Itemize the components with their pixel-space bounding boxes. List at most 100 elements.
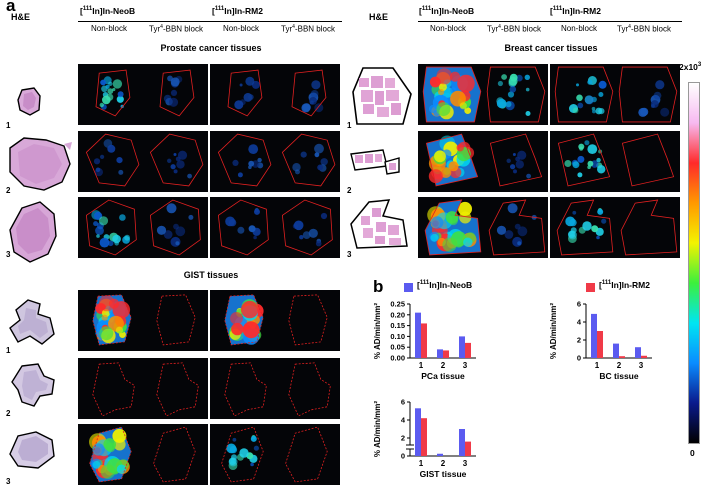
pca-row-3-rm2-tile (210, 197, 340, 258)
he-label-left: H&E (11, 12, 31, 22)
bc-row-1-rm2-tile (550, 64, 680, 125)
pca-chart-bar-3-series-2 (465, 342, 471, 358)
cond-block-1: Tyr4-BBN block (140, 24, 212, 34)
pca-chart-ytick-label: 0.25 (390, 300, 405, 309)
breast-row-3-number: 3 (347, 250, 352, 259)
gist-chart-axis-break (406, 445, 414, 449)
tyr-sup: 4 (292, 24, 295, 30)
gist-title: GIST tissues (183, 270, 239, 280)
chart-bc: % AD/min/mm² 0 2 4 6 1 2 3BC tissue (549, 300, 652, 381)
gist-chart-xtick-label: 1 (419, 459, 424, 468)
he-breast-1-image (352, 67, 412, 125)
cond-nonblock-1: Non-block (90, 24, 127, 33)
colorbar-max-exp: 3 (697, 62, 702, 69)
cond-block-2: Tyr4-BBN block (272, 24, 344, 34)
isotope: 111 (214, 6, 225, 13)
isotope: 111 (601, 280, 612, 287)
bc-chart-ytick-label: 4 (577, 318, 582, 327)
bracket: [ (417, 280, 420, 290)
gist-row-1-number: 1 (6, 346, 11, 355)
pca-chart-bar-2-series-2 (443, 350, 449, 358)
bc-chart-bar-1-series-2 (597, 331, 603, 358)
pca-chart-ytick-label: 0.15 (390, 321, 405, 330)
he-prostate-3-image (9, 201, 57, 263)
cond-nonblock-2: Non-block (222, 24, 259, 33)
bbn: -BBN block (500, 24, 541, 34)
he-breast-3-image (350, 199, 408, 249)
tracer-name: In]In-RM2 (562, 6, 601, 16)
bc-row-2-neob-tile (418, 131, 548, 192)
bc-chart-ytick-label: 2 (577, 336, 581, 345)
tyr: Tyr (149, 24, 161, 34)
pca-row-1-neob-tile (78, 64, 208, 125)
tyr-sup: 4 (498, 24, 501, 30)
isotope: 111 (421, 6, 432, 13)
bc-chart-bar-3-series-1 (635, 347, 641, 358)
gist-chart-bar-3-series-2 (465, 441, 471, 456)
bc-chart-bar-2-series-2 (619, 356, 625, 358)
pca-chart-bar-1-series-1 (415, 312, 421, 358)
gist-chart-xtick-label: 2 (441, 459, 446, 468)
gist-row-3-rm2-tile (210, 424, 340, 485)
gist-row-3-number: 3 (6, 477, 11, 486)
bracket: [ (80, 6, 83, 16)
gist-row-1-neob-tile (78, 290, 208, 351)
pca-row-1-rm2-tile (210, 64, 340, 125)
prostate-row-2-number: 2 (6, 186, 11, 195)
bc-row-3-rm2-tile (550, 197, 680, 258)
tracer-name: In]In-NeoB (429, 280, 473, 290)
legend-neob-label: [111In]In-NeoB (417, 280, 472, 290)
gist-row-2-neob-tile (78, 358, 208, 419)
bc-chart-xlabel: BC tissue (599, 371, 638, 381)
gist-row-3-neob-tile (78, 424, 208, 485)
bbn: -BBN block (294, 24, 335, 34)
gist-chart-bar-1-series-2 (421, 418, 427, 456)
he-prostate-2-image (9, 137, 72, 191)
pca-chart-ytick-label: 0.20 (390, 310, 405, 319)
panel-letter-b: b (373, 277, 384, 296)
gist-row-2-number: 2 (6, 409, 11, 418)
gist-chart-ytick-label: 2 (401, 434, 405, 443)
prostate-title: Prostate cancer tissues (160, 43, 262, 53)
breast-row-1-number: 1 (347, 121, 352, 130)
panel-letter-a: a (6, 0, 16, 15)
bc-row-1-neob-tile (418, 64, 548, 125)
gist-chart-ytick-label: 6 (401, 398, 405, 407)
cond-block-4: Tyr4-BBN block (608, 24, 680, 34)
gist-chart-ytick-label: 0 (401, 452, 405, 461)
he-prostate-1-image (17, 87, 41, 116)
he-gist-3-image (9, 431, 55, 469)
breast-row-2-number: 2 (347, 186, 352, 195)
tyr-sup: 4 (628, 24, 631, 30)
header-rule-right (418, 21, 682, 22)
tracer-neob-header-left: [111In]In-NeoB (80, 6, 135, 16)
prostate-row-1-number: 1 (6, 121, 11, 130)
pca-row-3-neob-tile (78, 197, 208, 258)
isotope: 111 (82, 6, 93, 13)
colorbar-min-label: 0 (690, 448, 695, 458)
tyr: Tyr (281, 24, 293, 34)
pca-chart-ytick-label: 0.05 (390, 343, 405, 352)
tracer-name: In]In-RM2 (611, 280, 650, 290)
pca-row-2-neob-tile (78, 131, 208, 192)
tyr-sup: 4 (160, 24, 163, 30)
pca-chart-xtick-label: 2 (441, 361, 446, 370)
breast-title: Breast cancer tissues (504, 43, 598, 53)
bc-row-3-neob-tile (418, 197, 548, 258)
he-label-right: H&E (369, 12, 389, 22)
gist-chart-bar-2-series-1 (437, 453, 443, 456)
header-rule-left (78, 21, 342, 22)
bc-chart-ytick-label: 0 (577, 354, 581, 363)
pca-chart-bar-2-series-1 (437, 349, 443, 358)
gist-row-1-rm2-tile (210, 290, 340, 351)
cond-nonblock-4: Non-block (560, 24, 597, 33)
bc-chart-xtick-label: 2 (617, 361, 622, 370)
pca-chart-xtick-label: 1 (419, 361, 424, 370)
pca-chart-ytick-label: 0.10 (390, 332, 405, 341)
gist-chart-ytick-label: 4 (401, 416, 406, 425)
pca-chart-xlabel: PCa tissue (421, 371, 465, 381)
bc-chart-ylabel: % AD/min/mm² (549, 303, 558, 359)
cond-nonblock-3: Non-block (429, 24, 466, 33)
gist-chart-xtick-label: 3 (463, 459, 468, 468)
